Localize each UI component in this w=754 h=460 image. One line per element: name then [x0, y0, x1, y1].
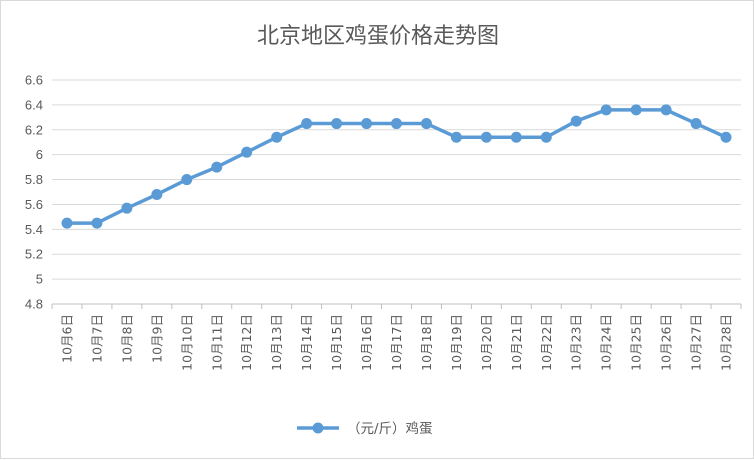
- legend-label: （元/斤）鸡蛋: [347, 420, 433, 437]
- data-point: [61, 217, 73, 229]
- data-point: [361, 118, 373, 130]
- x-tick-label: 10月20日: [479, 314, 494, 371]
- x-tick-label: 10月18日: [419, 314, 434, 371]
- x-tick-label: 10月21日: [509, 314, 524, 371]
- data-point: [121, 202, 133, 214]
- y-tick-label: 6.6: [25, 73, 43, 88]
- y-tick-label: 6: [36, 147, 43, 162]
- y-tick-label: 5.6: [25, 197, 43, 212]
- data-point: [91, 217, 103, 229]
- data-point: [211, 161, 223, 173]
- data-point: [271, 131, 283, 143]
- data-point: [151, 188, 163, 200]
- x-tick-label: 10月19日: [449, 314, 464, 371]
- data-point: [181, 174, 193, 186]
- x-tick-label: 10月7日: [89, 314, 104, 363]
- chart-title: 北京地区鸡蛋价格走势图: [257, 24, 499, 49]
- data-point: [690, 118, 702, 130]
- y-axis-ticks: 6.6 6.4 6.2 6 5.8 5.6 5.4 5.2 5 4.8: [25, 73, 43, 312]
- x-tick-label: 10月24日: [599, 314, 614, 371]
- y-tick-label: 5.8: [25, 172, 43, 187]
- x-tick-label: 10月13日: [269, 314, 284, 371]
- y-tick-label: 4.8: [25, 297, 43, 312]
- data-point: [570, 115, 582, 127]
- data-point: [301, 118, 313, 130]
- data-point: [241, 146, 253, 158]
- y-tick-label: 5.2: [25, 247, 43, 262]
- x-tick-label: 10月23日: [569, 314, 584, 371]
- x-tick-label: 10月17日: [389, 314, 404, 371]
- data-point: [391, 118, 402, 130]
- x-tick-label: 10月8日: [119, 314, 134, 363]
- y-tick-label: 6.2: [25, 122, 43, 137]
- x-tick-label: 10月12日: [239, 314, 254, 371]
- data-point: [450, 131, 462, 143]
- x-tick-label: 10月6日: [59, 314, 74, 363]
- data-point: [331, 118, 343, 130]
- data-point: [420, 118, 432, 130]
- series-layer: [61, 104, 732, 229]
- x-tick-label: 10月10日: [179, 314, 194, 371]
- data-point: [660, 104, 672, 116]
- legend: （元/斤）鸡蛋: [297, 420, 433, 437]
- x-tick-label: 10月28日: [719, 314, 734, 371]
- x-tick-label: 10月16日: [359, 314, 374, 371]
- data-point: [510, 131, 522, 143]
- legend-dot-marker: [312, 422, 324, 434]
- y-tick-label: 6.4: [25, 97, 43, 112]
- data-point: [720, 131, 732, 143]
- y-tick-label: 5.4: [25, 222, 43, 237]
- data-point: [480, 131, 492, 143]
- y-tick-label: 5: [36, 272, 43, 287]
- x-tick-label: 10月25日: [629, 314, 644, 371]
- x-tick-label: 10月14日: [299, 314, 314, 371]
- data-point: [600, 104, 612, 116]
- x-tick-label: 10月11日: [209, 314, 224, 371]
- x-tick-label: 10月26日: [659, 314, 674, 371]
- x-tick-label: 10月22日: [539, 314, 554, 371]
- x-tick-label: 10月27日: [689, 314, 704, 371]
- x-axis-ticks: 10月6日 10月7日 10月8日 10月9日 10月10日 10月11日 10月12日 10…: [51, 304, 742, 371]
- gridlines: [52, 79, 741, 305]
- data-point: [540, 131, 552, 143]
- x-tick-label: 10月15日: [329, 314, 344, 371]
- x-tick-label: 10月9日: [149, 314, 164, 363]
- data-point: [630, 104, 642, 116]
